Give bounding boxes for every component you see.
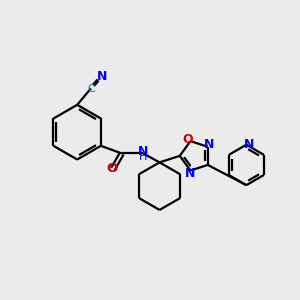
Text: O: O — [106, 162, 118, 176]
Text: N: N — [185, 167, 195, 180]
Text: C: C — [87, 84, 95, 94]
Text: N: N — [138, 145, 148, 158]
Text: H: H — [139, 152, 147, 162]
Text: N: N — [244, 138, 254, 151]
Text: N: N — [204, 138, 215, 151]
Text: O: O — [183, 133, 194, 146]
Text: N: N — [97, 70, 107, 83]
